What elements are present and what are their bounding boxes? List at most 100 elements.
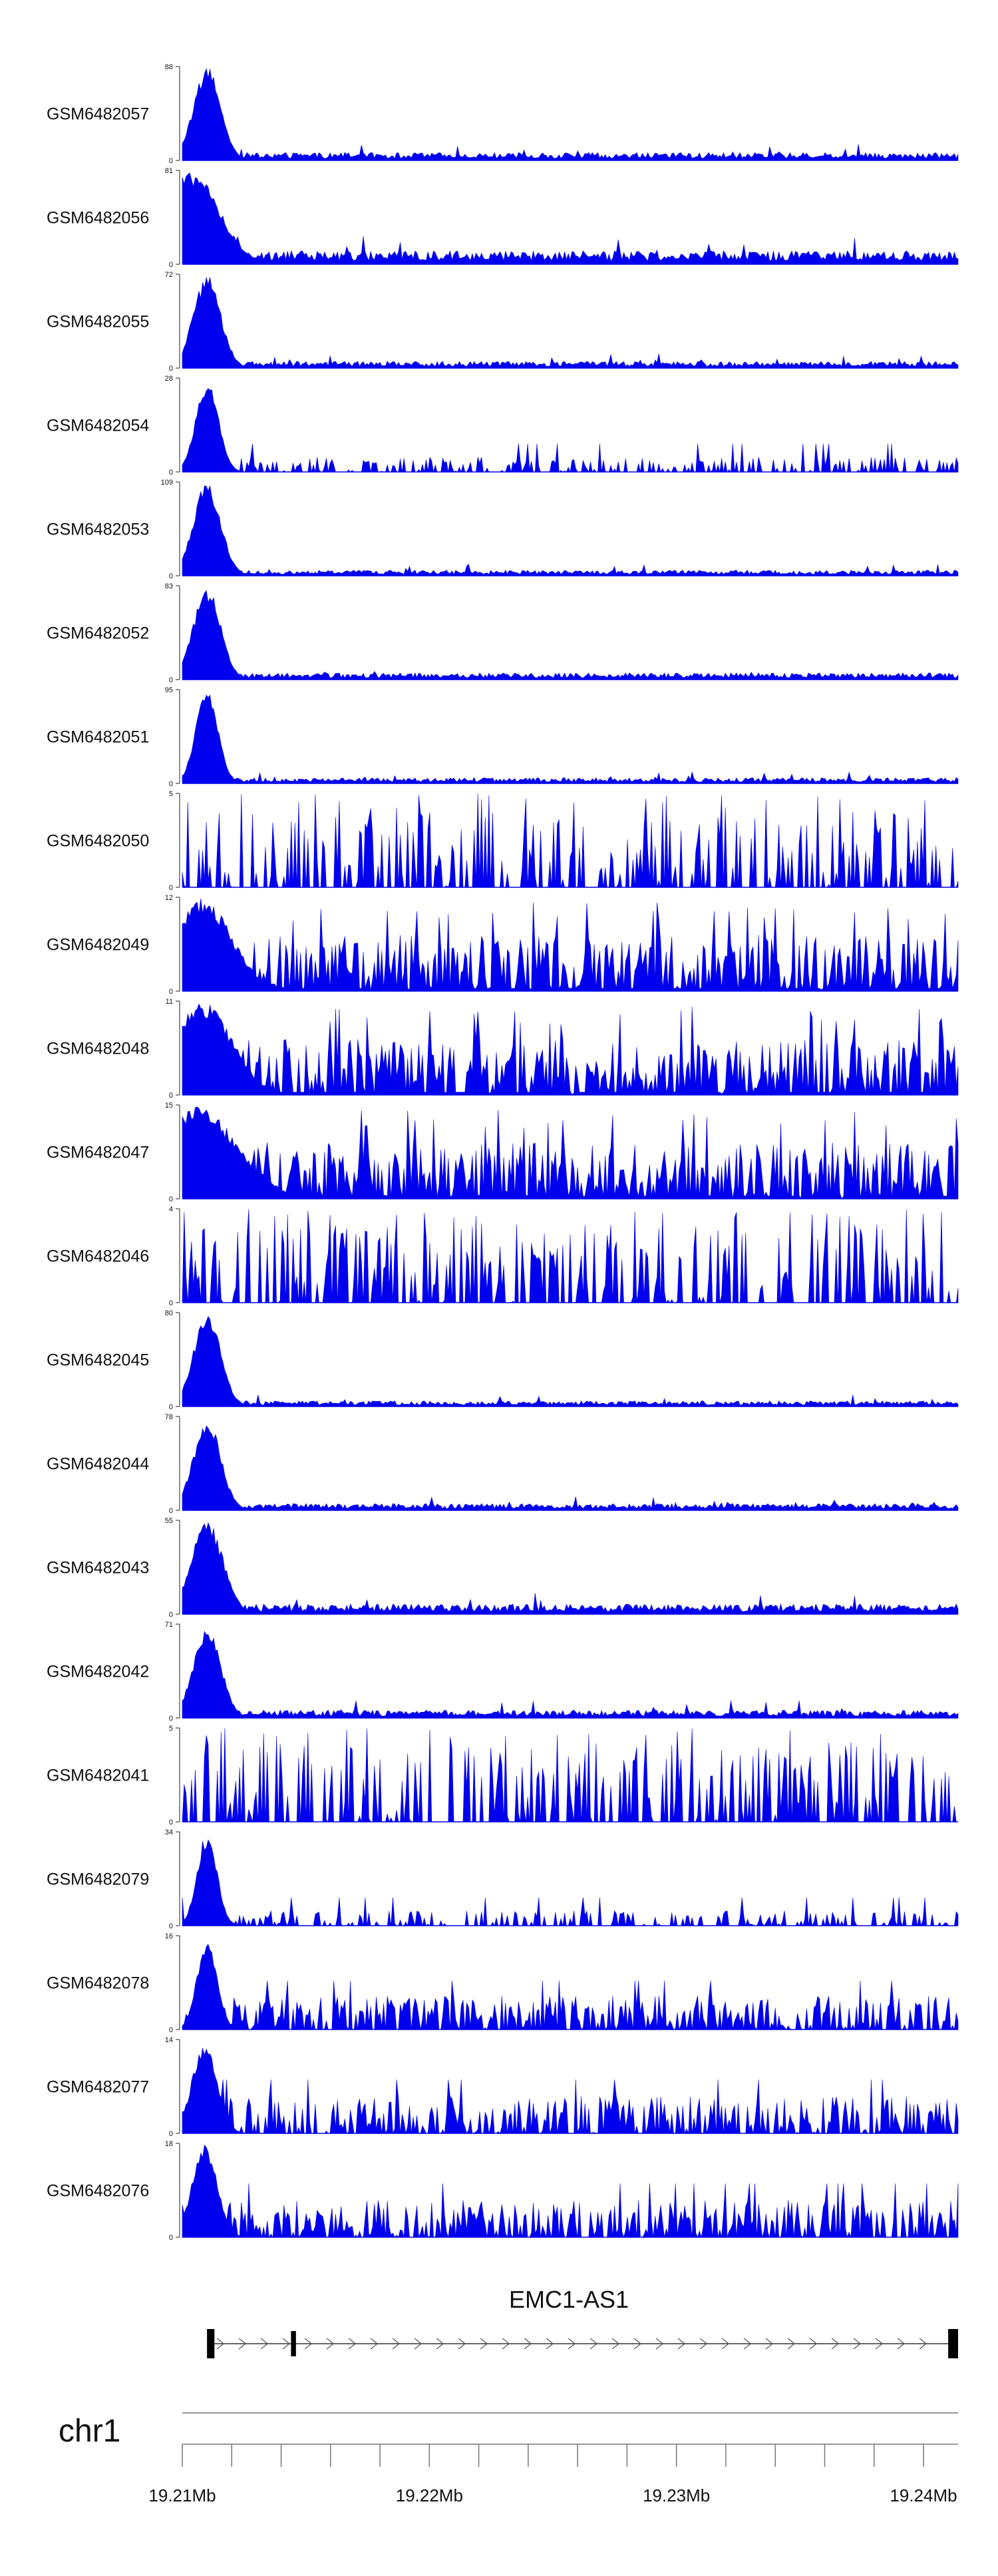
coverage-area — [182, 1522, 959, 1615]
track-label: GSM6482052 — [47, 624, 149, 643]
y-max-label: 15 — [165, 1102, 173, 1110]
y-min-label: 0 — [169, 1299, 173, 1307]
y-min-label: 0 — [169, 1819, 173, 1826]
gene-exon — [948, 2329, 958, 2358]
strand-arrow — [919, 2338, 927, 2350]
coverage-area — [182, 2047, 959, 2135]
coverage-area — [182, 1630, 959, 1719]
track-label: GSM6482057 — [47, 105, 149, 124]
y-min-label: 0 — [169, 1195, 173, 1203]
strand-arrow — [589, 2338, 598, 2350]
y-max-label: 109 — [161, 479, 173, 487]
coverage-area — [182, 1839, 959, 1927]
track-label: GSM6482054 — [47, 417, 149, 435]
strand-arrow — [633, 2338, 642, 2350]
strand-arrow — [348, 2338, 357, 2350]
strand-arrow — [611, 2338, 620, 2350]
y-min-label: 0 — [169, 469, 173, 477]
strand-arrow — [897, 2338, 906, 2350]
gene-name-label: EMC1-AS1 — [509, 2286, 629, 2313]
y-max-label: 34 — [165, 1828, 173, 1836]
y-min-label: 0 — [169, 2234, 173, 2242]
coverage-area — [182, 1316, 959, 1407]
y-max-label: 80 — [165, 1309, 173, 1317]
strand-arrow — [216, 2338, 225, 2350]
strand-arrow — [568, 2338, 576, 2350]
coverage-area — [182, 1944, 959, 2031]
track-label: GSM6482053 — [47, 521, 149, 539]
strand-arrow — [875, 2338, 884, 2350]
genome-axis-tick-label: 19.21Mb — [148, 2485, 216, 2505]
track-label: GSM6482079 — [47, 1870, 149, 1889]
coverage-area — [182, 1209, 959, 1303]
y-min-label: 0 — [169, 988, 173, 996]
y-min-label: 0 — [169, 1922, 173, 1930]
strand-arrow — [502, 2338, 510, 2350]
strand-arrow — [326, 2338, 335, 2350]
y-max-label: 5 — [169, 790, 173, 798]
track-label: GSM6482055 — [47, 313, 149, 331]
y-max-label: 81 — [165, 167, 173, 175]
strand-arrow — [743, 2338, 752, 2350]
y-max-label: 78 — [165, 1413, 173, 1421]
strand-arrow — [370, 2338, 379, 2350]
track-label: GSM6482076 — [47, 2182, 149, 2201]
track-label: GSM6482049 — [47, 936, 149, 955]
strand-arrow — [436, 2338, 444, 2350]
track-label: GSM6482047 — [47, 1144, 149, 1162]
strand-arrow — [238, 2338, 247, 2350]
strand-arrow — [809, 2338, 818, 2350]
strand-arrow — [304, 2338, 313, 2350]
track-label: GSM6482046 — [47, 1247, 149, 1266]
coverage-area — [182, 2144, 959, 2239]
genome-axis-tick-label: 19.23Mb — [643, 2485, 710, 2505]
coverage-area — [182, 590, 959, 680]
y-max-label: 88 — [165, 63, 173, 71]
strand-arrow — [260, 2338, 269, 2350]
y-min-label: 0 — [169, 884, 173, 892]
strand-arrow — [282, 2338, 291, 2350]
coverage-area — [182, 388, 959, 473]
strand-arrow — [831, 2338, 840, 2350]
strand-arrow — [721, 2338, 730, 2350]
y-max-label: 18 — [165, 2140, 173, 2148]
strand-arrow — [414, 2338, 422, 2350]
coverage-area — [182, 1003, 959, 1096]
y-max-label: 16 — [165, 1932, 173, 1940]
y-min-label: 0 — [169, 1715, 173, 1723]
y-max-label: 28 — [165, 375, 173, 383]
y-min-label: 0 — [169, 780, 173, 788]
coverage-area — [182, 1106, 959, 1199]
strand-arrow — [677, 2338, 686, 2350]
track-label: GSM6482077 — [47, 2078, 149, 2097]
y-min-label: 0 — [169, 365, 173, 373]
y-max-label: 4 — [169, 1205, 173, 1213]
y-max-label: 55 — [165, 1517, 173, 1525]
coverage-area — [182, 172, 959, 265]
track-label: GSM6482056 — [47, 209, 149, 228]
track-label: GSM6482042 — [47, 1663, 149, 1681]
strand-arrow — [699, 2338, 708, 2350]
coverage-area — [182, 277, 959, 369]
chromosome-label: chr1 — [59, 2414, 120, 2449]
strand-arrow — [458, 2338, 466, 2350]
coverage-area — [182, 67, 959, 161]
gene-exon — [207, 2329, 215, 2358]
y-max-label: 95 — [165, 686, 173, 694]
gene-exon — [291, 2331, 296, 2356]
strand-arrow — [787, 2338, 796, 2350]
coverage-area — [182, 898, 959, 992]
y-min-label: 0 — [169, 1403, 173, 1411]
strand-arrow — [765, 2338, 774, 2350]
track-label: GSM6482041 — [47, 1767, 149, 1785]
coverage-area — [182, 485, 959, 576]
track-label: GSM6482043 — [47, 1559, 149, 1578]
y-min-label: 0 — [169, 1507, 173, 1515]
y-min-label: 0 — [169, 676, 173, 684]
coverage-area — [182, 1728, 958, 1823]
track-label: GSM6482078 — [47, 1974, 149, 1993]
coverage-area — [182, 694, 959, 784]
y-max-label: 72 — [165, 271, 173, 279]
track-label: GSM6482045 — [47, 1351, 149, 1370]
